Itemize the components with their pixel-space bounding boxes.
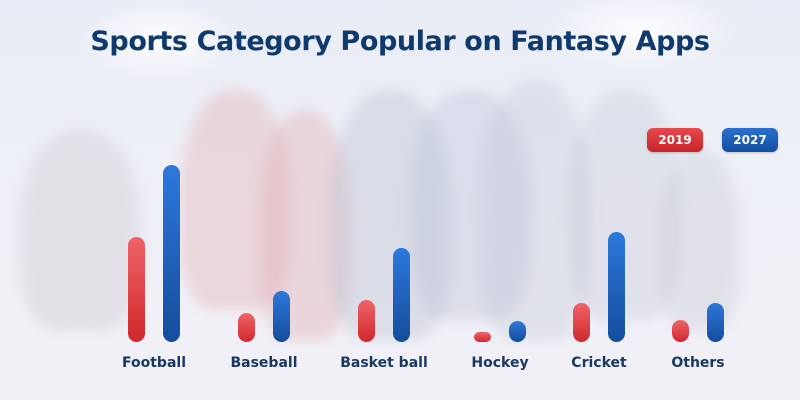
bar-basket-ball-2019 — [358, 300, 375, 342]
background-athlete-blue-3 — [480, 80, 590, 340]
bar-football-2019 — [128, 237, 145, 342]
bar-others-2019 — [672, 320, 689, 342]
legend-2019: 2019 — [647, 128, 703, 152]
background-athlete-blue — [330, 90, 450, 340]
bar-baseball-2027 — [273, 291, 290, 342]
category-label-baseball: Baseball — [230, 355, 298, 371]
category-label-football: Football — [122, 355, 186, 371]
bar-cricket-2027 — [608, 232, 625, 342]
bar-others-2027 — [707, 303, 724, 342]
background-athlete-horse — [20, 130, 140, 330]
bar-football-2027 — [163, 165, 180, 342]
bar-basket-ball-2027 — [393, 248, 410, 342]
category-label-cricket: Cricket — [571, 355, 627, 371]
chart-title: Sports Category Popular on Fantasy Apps — [90, 26, 710, 57]
background-athlete-dark — [660, 150, 740, 330]
category-label-basket-ball: Basket ball — [340, 355, 428, 371]
bar-cricket-2019 — [573, 303, 590, 342]
background-athlete-blue-2 — [410, 90, 530, 320]
category-label-hockey: Hockey — [471, 355, 529, 371]
category-label-others: Others — [671, 355, 725, 371]
legend-2027: 2027 — [722, 128, 778, 152]
bar-baseball-2019 — [238, 313, 255, 342]
bar-hockey-2019 — [474, 332, 491, 342]
background-athlete-red — [180, 90, 290, 310]
bar-hockey-2027 — [509, 321, 526, 342]
